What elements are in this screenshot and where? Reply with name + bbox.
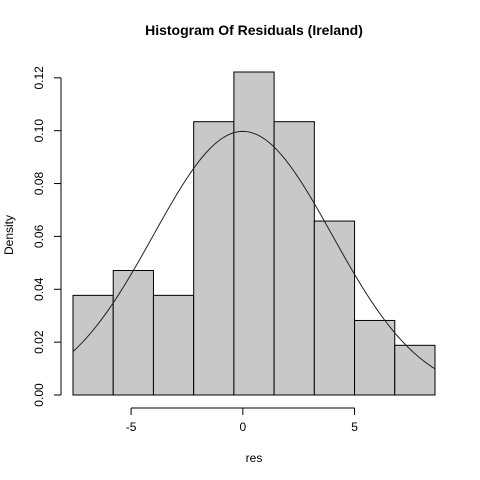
chart-title: Histogram Of Residuals (Ireland) — [145, 22, 363, 38]
histogram-bar-4 — [233, 71, 275, 396]
histogram-bar-3 — [193, 121, 235, 396]
histogram-bar-1 — [112, 270, 154, 396]
x-tick-label-0: -5 — [126, 420, 137, 434]
y-axis-label: Density — [2, 215, 16, 255]
histogram-bar-8 — [394, 344, 436, 396]
y-tick-label-1: 0.02 — [32, 330, 46, 354]
histogram-bar-6 — [313, 220, 356, 396]
x-tick-label-2: 5 — [351, 420, 358, 434]
y-tick-label-4: 0.08 — [32, 172, 46, 196]
histogram-bar-7 — [354, 319, 396, 396]
bars-group — [72, 71, 436, 396]
histogram-bar-2 — [152, 294, 195, 396]
y-tick-label-2: 0.04 — [32, 277, 46, 301]
y-tick-label-5: 0.10 — [32, 119, 46, 143]
y-axis: 0.00 0.02 0.04 0.06 0.08 0.10 0.12 — [32, 66, 62, 407]
y-tick-label-3: 0.06 — [32, 224, 46, 248]
density-curve-group — [72, 130, 436, 370]
histogram-bar-5 — [273, 121, 315, 396]
x-tick-label-1: 0 — [239, 420, 246, 434]
x-axis: -5 0 5 — [126, 407, 358, 434]
y-tick-label-0: 0.00 — [32, 383, 46, 407]
x-axis-label: res — [246, 451, 263, 465]
y-tick-label-6: 0.12 — [32, 66, 46, 90]
normal-density-curve — [72, 130, 436, 370]
